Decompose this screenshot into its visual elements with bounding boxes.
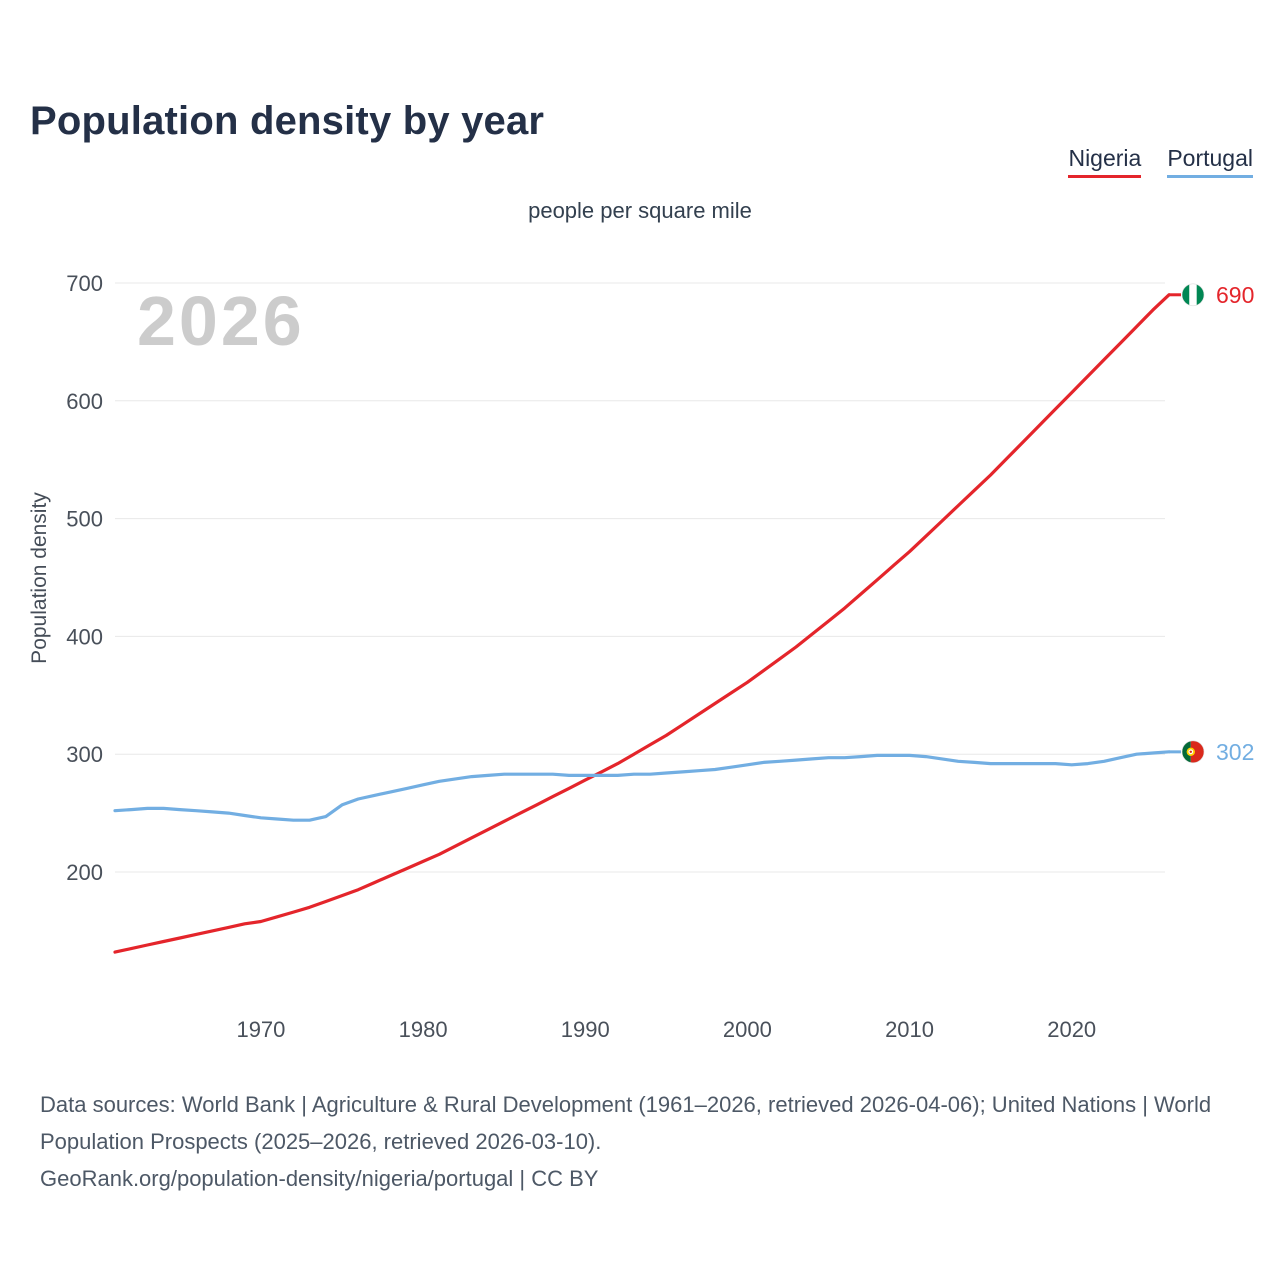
chart-subtitle: people per square mile xyxy=(528,198,752,223)
page-title: Population density by year xyxy=(30,98,545,143)
portugal-line[interactable] xyxy=(113,750,1171,822)
nigeria-line[interactable] xyxy=(113,293,1171,954)
x-tick-label: 2020 xyxy=(1047,1017,1096,1042)
watermark-year: 2026 xyxy=(137,282,305,360)
x-tick-label: 1970 xyxy=(236,1017,285,1042)
x-tick-label: 1990 xyxy=(561,1017,610,1042)
nigeria-flag-icon xyxy=(1181,283,1205,307)
population-density-chart[interactable]: 200 300 400 500 600 700 1970 1980 1990 2000 2010 2… xyxy=(0,0,1280,1060)
x-tick-label: 2000 xyxy=(723,1017,772,1042)
end-connectors xyxy=(1169,293,1181,754)
footer: Data sources: World Bank | Agriculture &… xyxy=(40,1086,1240,1197)
y-tick-label: 300 xyxy=(66,742,103,767)
legend-item-nigeria[interactable]: Nigeria xyxy=(1068,145,1142,179)
y-tick-label: 500 xyxy=(66,507,103,532)
y-tick-label: 400 xyxy=(66,624,103,649)
y-tick-label: 200 xyxy=(66,860,103,885)
y-tick-label: 700 xyxy=(66,271,103,296)
y-tick-label: 600 xyxy=(66,389,103,414)
nigeria-end-value: 690 xyxy=(1216,282,1254,308)
gridlines xyxy=(115,282,1165,873)
x-axis-ticks: 1970 1980 1990 2000 2010 2020 xyxy=(236,1017,1096,1042)
legend-item-portugal[interactable]: Portugal xyxy=(1167,145,1253,179)
legend: Nigeria Portugal xyxy=(1068,145,1253,179)
x-tick-label: 1980 xyxy=(399,1017,448,1042)
x-tick-label: 2010 xyxy=(885,1017,934,1042)
y-axis-ticks: 200 300 400 500 600 700 xyxy=(66,271,103,885)
portugal-flag-icon xyxy=(1181,740,1205,764)
data-sources-text: Data sources: World Bank | Agriculture &… xyxy=(40,1092,1212,1154)
portugal-end-value: 302 xyxy=(1216,739,1254,765)
attribution-text: GeoRank.org/population-density/nigeria/p… xyxy=(40,1166,599,1191)
y-axis-label: Population density xyxy=(28,492,51,664)
